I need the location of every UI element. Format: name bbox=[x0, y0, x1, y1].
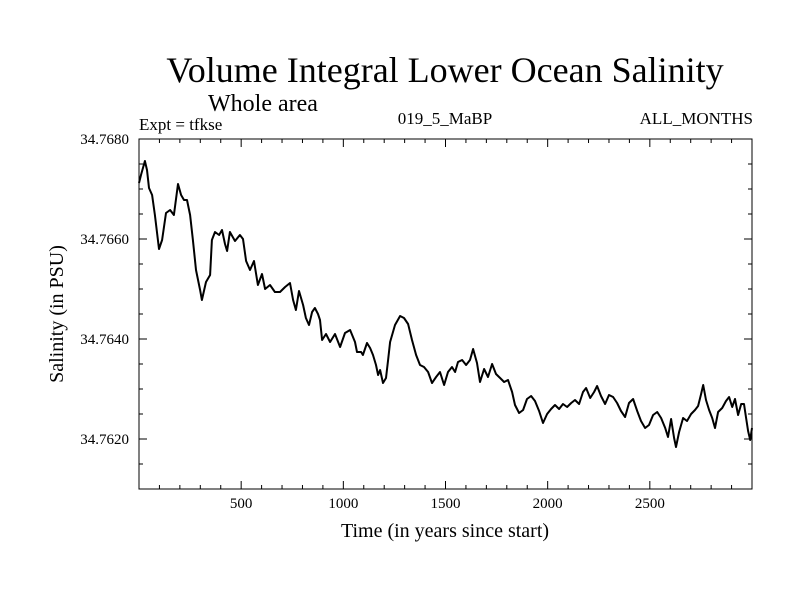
x-tick-labels: 500 1000 1500 2000 2500 bbox=[230, 496, 665, 512]
y-axis-label: Salinity (in PSU) bbox=[46, 245, 68, 383]
x-tick-label: 500 bbox=[230, 496, 253, 512]
y-tick-label: 34.7640 bbox=[80, 332, 129, 348]
x-tick-label: 1000 bbox=[328, 496, 358, 512]
x-axis-label: Time (in years since start) bbox=[341, 520, 549, 542]
y-tick-labels: 34.7620 34.7640 34.7660 34.7680 bbox=[80, 132, 129, 448]
x-tick-label: 2500 bbox=[635, 496, 665, 512]
y-tick-label: 34.7660 bbox=[80, 232, 129, 248]
x-tick-label: 2000 bbox=[533, 496, 563, 512]
salinity-series-line bbox=[138, 160, 753, 448]
x-tick-label: 1500 bbox=[431, 496, 461, 512]
axis-ticks bbox=[139, 139, 752, 489]
chart-title: Volume Integral Lower Ocean Salinity bbox=[166, 50, 723, 90]
plot-frame bbox=[138, 138, 753, 490]
y-tick-label: 34.7680 bbox=[80, 132, 129, 148]
months-label: ALL_MONTHS bbox=[640, 109, 753, 128]
chart-subtitle: Whole area bbox=[208, 91, 318, 117]
run-label: 019_5_MaBP bbox=[398, 109, 492, 128]
experiment-label: Expt = tfkse bbox=[139, 115, 222, 134]
y-tick-label: 34.7620 bbox=[80, 432, 129, 448]
